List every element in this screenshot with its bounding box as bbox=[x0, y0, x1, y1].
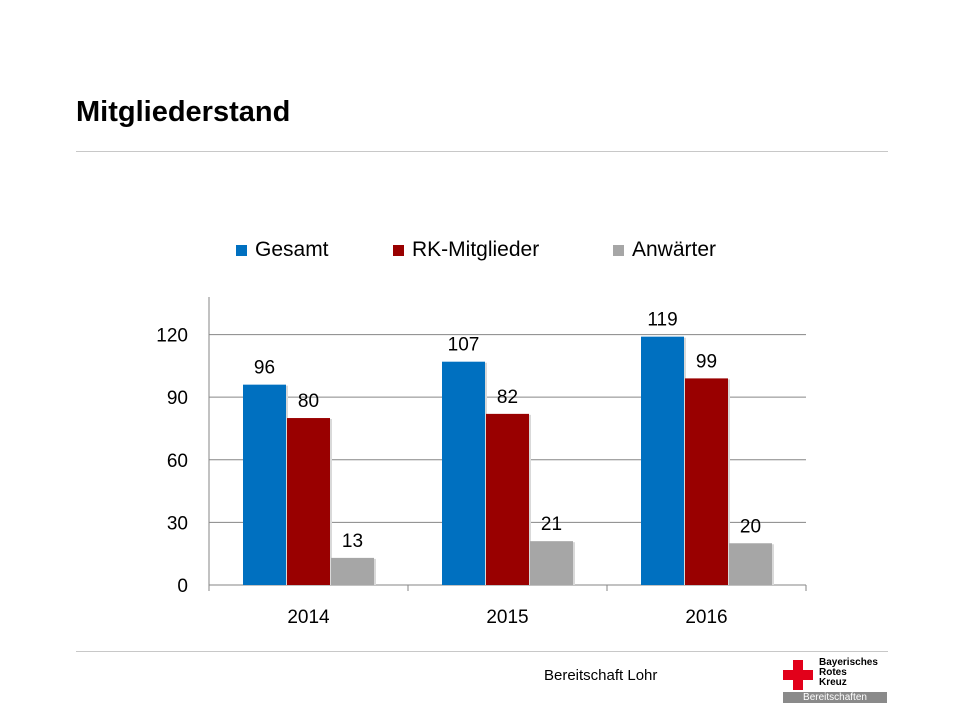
logo-text: Bayerisches Rotes Kreuz bbox=[819, 657, 878, 688]
y-tick-label: 90 bbox=[167, 388, 188, 409]
bar-gesamt-2015 bbox=[442, 361, 485, 585]
y-tick-label: 120 bbox=[156, 326, 188, 347]
red-cross-icon bbox=[783, 660, 813, 690]
data-label: 13 bbox=[342, 531, 363, 552]
chart-legend: Gesamt RK-Mitglieder Anwärter bbox=[0, 238, 960, 264]
bar-anw-rter-2014 bbox=[331, 557, 374, 585]
x-tick-label: 2016 bbox=[685, 607, 727, 628]
legend-item-gesamt: Gesamt bbox=[236, 238, 329, 262]
slide-title: Mitgliederstand bbox=[76, 96, 291, 128]
bar-rk-mitglieder-2014 bbox=[287, 418, 330, 585]
y-tick-label: 30 bbox=[167, 513, 188, 534]
bar-gesamt-2016 bbox=[641, 336, 684, 585]
x-tick-label: 2014 bbox=[287, 607, 330, 628]
legend-label-rk-mitglieder: RK-Mitglieder bbox=[412, 238, 540, 261]
footer-divider bbox=[76, 651, 888, 652]
data-label: 82 bbox=[497, 387, 518, 408]
bar-anw-rter-2016 bbox=[729, 543, 772, 585]
data-label: 107 bbox=[448, 335, 480, 356]
data-label: 80 bbox=[298, 391, 319, 412]
data-label: 119 bbox=[647, 310, 677, 331]
legend-item-anwaerter: Anwärter bbox=[613, 238, 716, 262]
bar-gesamt-2014 bbox=[243, 384, 286, 585]
legend-swatch-rk-mitglieder bbox=[393, 244, 404, 256]
y-tick-label: 60 bbox=[167, 451, 188, 472]
data-label: 99 bbox=[696, 351, 717, 372]
legend-label-gesamt: Gesamt bbox=[255, 238, 329, 261]
legend-swatch-gesamt bbox=[236, 244, 247, 256]
legend-label-anwaerter: Anwärter bbox=[632, 238, 717, 261]
bar-rk-mitglieder-2015 bbox=[486, 413, 529, 585]
logo-bar: Bereitschaften bbox=[783, 692, 887, 703]
brk-logo: Bayerisches Rotes Kreuz Bereitschaften bbox=[779, 656, 889, 704]
legend-swatch-anwaerter bbox=[613, 244, 624, 256]
title-divider bbox=[76, 151, 888, 152]
data-label: 20 bbox=[740, 516, 761, 537]
bar-anw-rter-2015 bbox=[530, 541, 573, 585]
footer-text: Bereitschaft Lohr bbox=[544, 667, 658, 684]
data-label: 96 bbox=[254, 358, 275, 379]
y-tick-label: 0 bbox=[177, 576, 188, 597]
x-tick-label: 2015 bbox=[486, 607, 528, 628]
bar-rk-mitglieder-2016 bbox=[685, 378, 728, 585]
data-label: 21 bbox=[541, 514, 562, 535]
legend-item-rk-mitglieder: RK-Mitglieder bbox=[393, 238, 539, 262]
